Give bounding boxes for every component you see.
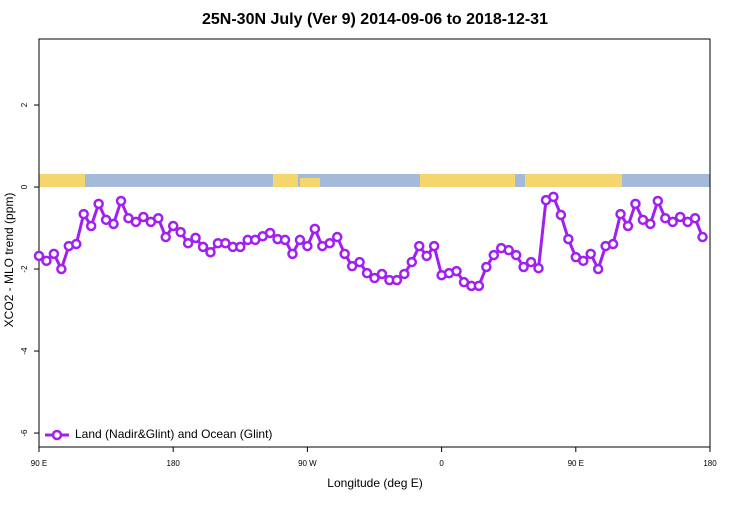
point <box>697 231 708 243</box>
point <box>48 248 60 260</box>
point <box>592 263 604 275</box>
point <box>287 248 298 260</box>
point <box>339 248 350 260</box>
point <box>406 256 418 268</box>
land-band <box>525 174 622 187</box>
point <box>645 218 656 230</box>
x-tick-label: 0 <box>439 459 444 468</box>
point <box>361 267 373 279</box>
point <box>503 244 514 256</box>
point <box>160 231 171 243</box>
point <box>354 256 365 268</box>
point <box>622 220 634 232</box>
point <box>175 226 186 238</box>
land-ocean-band <box>39 174 710 187</box>
point <box>533 262 544 274</box>
point <box>33 250 45 262</box>
x-tick-label: 90 E <box>31 459 47 468</box>
point <box>56 263 67 275</box>
point <box>108 218 119 230</box>
point <box>346 260 358 272</box>
point <box>563 233 574 245</box>
point <box>41 255 52 267</box>
y-tick-label: -4 <box>20 347 29 355</box>
point <box>85 220 97 232</box>
point <box>115 195 127 207</box>
chart-title: 25N-30N July (Ver 9) 2014-09-06 to 2018-… <box>202 11 548 28</box>
x-tick-label: 180 <box>703 459 717 468</box>
point <box>451 265 462 277</box>
point <box>481 261 492 273</box>
point <box>197 241 209 253</box>
x-tick-label: 90 E <box>568 459 584 468</box>
point <box>667 216 678 228</box>
point <box>615 208 626 220</box>
point <box>399 268 410 280</box>
point <box>71 238 82 250</box>
point <box>331 231 343 243</box>
plot-frame <box>38 38 711 448</box>
point <box>473 280 485 292</box>
point <box>428 240 440 252</box>
point <box>413 240 425 252</box>
point <box>309 223 321 235</box>
point <box>607 238 619 250</box>
point <box>376 268 388 280</box>
land-band <box>300 178 320 187</box>
point <box>138 211 149 223</box>
point <box>525 256 537 268</box>
point <box>637 214 649 226</box>
land-band <box>273 174 298 187</box>
point <box>190 232 201 244</box>
point <box>421 250 432 262</box>
point <box>264 227 276 239</box>
point <box>689 212 701 224</box>
point <box>518 261 529 273</box>
point <box>585 248 596 260</box>
x-tick-label: 90 W <box>298 459 317 468</box>
point <box>510 249 522 261</box>
x-axis-label: Longitude (deg E) <box>327 476 422 490</box>
point <box>578 255 589 267</box>
point <box>167 220 179 232</box>
point <box>130 216 142 228</box>
y-tick-label: -2 <box>20 265 29 273</box>
point <box>488 249 500 261</box>
point <box>369 272 380 284</box>
point <box>235 241 246 253</box>
x-tick-label: 180 <box>167 459 181 468</box>
y-tick-label: 0 <box>20 184 29 189</box>
point <box>324 237 336 249</box>
point <box>153 212 164 224</box>
y-tick-label: -6 <box>20 429 29 437</box>
point <box>391 274 403 286</box>
point <box>652 195 664 207</box>
legend-marker <box>51 429 63 441</box>
y-axis-label: XCO2 - MLO trend (ppm) <box>2 193 16 328</box>
point <box>100 214 112 226</box>
point <box>279 234 291 246</box>
point <box>182 237 194 249</box>
land-band <box>420 174 515 187</box>
point <box>205 246 216 258</box>
legend-label: Land (Nadir&Glint) and Ocean (Glint) <box>75 427 272 441</box>
point <box>674 211 686 223</box>
point <box>294 234 306 246</box>
point <box>548 191 559 203</box>
point <box>555 209 567 221</box>
y-tick-label: 2 <box>20 102 29 107</box>
point <box>630 198 641 210</box>
point <box>93 198 104 210</box>
point <box>302 240 313 252</box>
point <box>78 208 89 220</box>
land-band <box>39 174 85 187</box>
